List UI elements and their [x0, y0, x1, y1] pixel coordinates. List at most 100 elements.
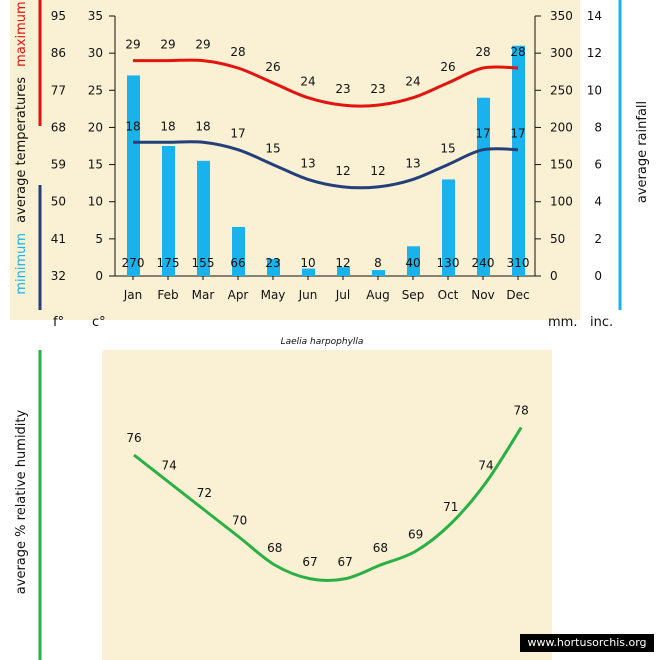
minimum-value-label: 17: [230, 127, 245, 141]
rainfall-bar: [162, 146, 175, 276]
humidity-value-label: 67: [302, 555, 317, 569]
data-labels: 270 175 155 66 23 10 12 8 40 130 240 310 29 29 29 28 26 2…: [122, 38, 530, 270]
inch-tick-label: 2: [594, 232, 602, 246]
mm-unit: mm.: [548, 315, 577, 330]
rainfall-bar: [337, 267, 350, 276]
celsius-tick-label: 25: [88, 83, 103, 97]
fahrenheit-tick-label: 86: [51, 46, 66, 60]
month-label: Jan: [123, 288, 143, 302]
species-name: Laelia harpophylla: [281, 337, 364, 347]
minimum-value-label: 13: [405, 156, 420, 170]
celsius-unit: c°: [92, 315, 106, 330]
humidity-panel: [102, 350, 552, 660]
rainfall-bar: [267, 258, 280, 276]
fahrenheit-tick-label: 41: [51, 232, 66, 246]
maximum-value-label: 24: [405, 75, 420, 89]
minimum-value-label: 17: [475, 127, 490, 141]
humidity-line: [133, 426, 523, 582]
rainfall-bar: [512, 45, 525, 276]
inches-unit: inc.: [590, 315, 613, 330]
celsius-tick-label: 20: [88, 120, 103, 134]
fahrenheit-tick-label: 59: [51, 158, 66, 172]
celsius-tick-label: 35: [88, 9, 103, 23]
maximum-temperature-line: [133, 58, 519, 108]
humidity-value-label: 76: [126, 431, 141, 445]
rainfall-value-label: 40: [405, 256, 420, 270]
rainfall-value-label: 310: [507, 256, 530, 270]
humidity-value-label: 71: [443, 500, 458, 514]
rainfall-value-label: 155: [192, 256, 215, 270]
maximum-value-label: 29: [160, 38, 175, 52]
maximum-value-label: 28: [230, 45, 245, 59]
fahrenheit-tick-label: 77: [51, 83, 66, 97]
minimum-word: minimum: [14, 233, 29, 295]
humidity-value-label: 74: [162, 459, 177, 473]
fahrenheit-tick-label: 95: [51, 9, 66, 23]
celsius-tick-label: 30: [88, 46, 103, 60]
inch-tick-label: 4: [594, 195, 602, 209]
rainfall-bar: [477, 97, 490, 276]
fahrenheit-tick-label: 32: [51, 269, 66, 283]
humidity-value-label: 74: [478, 459, 493, 473]
temperature-axis-title: minimum average temperatures maximum: [14, 1, 29, 294]
minimum-value-label: 17: [510, 127, 525, 141]
humidity-value-label: 68: [267, 541, 282, 555]
minimum-value-label: 12: [370, 164, 385, 178]
maximum-value-label: 26: [440, 60, 455, 74]
celsius-tick-label: 0: [95, 269, 103, 283]
minimum-value-label: 18: [125, 119, 140, 133]
rainfall-bar: [407, 246, 420, 276]
mm-tick-label: 50: [550, 232, 565, 246]
maximum-value-label: 23: [335, 82, 350, 96]
mm-tick-label: 100: [550, 195, 573, 209]
month-label: Oct: [438, 288, 459, 302]
rainfall-value-label: 10: [300, 256, 315, 270]
rainfall-bar: [197, 160, 210, 276]
month-label: Feb: [157, 288, 178, 302]
minimum-value-label: 15: [440, 142, 455, 156]
celsius-tick-label: 10: [88, 195, 103, 209]
month-label: Apr: [228, 288, 249, 302]
minimum-value-label: 12: [335, 164, 350, 178]
humidity-value-label: 68: [373, 541, 388, 555]
rainfall-axis-title: average rainfall: [635, 101, 650, 203]
minimum-value-label: 15: [265, 142, 280, 156]
minimum-temperature-line: [133, 140, 519, 190]
rainfall-value-label: 270: [122, 256, 145, 270]
rainfall-bar: [302, 268, 315, 276]
rainfall-value-label: 240: [472, 256, 495, 270]
rainfall-bar: [232, 226, 245, 276]
humidity-value-label: 70: [232, 514, 247, 528]
inch-tick-label: 10: [587, 83, 602, 97]
humidity-axis-title: average % relative humidity: [14, 409, 29, 594]
celsius-tick-label: 15: [88, 158, 103, 172]
celsius-tick-label: 5: [95, 232, 103, 246]
rainfall-bars: [127, 45, 525, 276]
month-label: Nov: [471, 288, 494, 302]
maximum-value-label: 29: [125, 38, 140, 52]
mm-tick-label: 250: [550, 83, 573, 97]
humidity-series: 76 74 72 70 68 67 67 68 69 71 74 78: [126, 404, 529, 582]
minimum-value-label: 13: [300, 156, 315, 170]
humidity-value-label: 67: [338, 555, 353, 569]
fahrenheit-tick-label: 50: [51, 195, 66, 209]
humidity-value-label: 72: [197, 486, 212, 500]
rainfall-bar: [442, 179, 455, 276]
month-label: Mar: [192, 288, 215, 302]
month-label: Jul: [335, 288, 350, 302]
maximum-value-label: 28: [475, 45, 490, 59]
mm-tick-label: 200: [550, 120, 573, 134]
rainfall-bar: [127, 75, 140, 276]
maximum-value-label: 28: [510, 45, 525, 59]
mm-tick-label: 350: [550, 9, 573, 23]
rainfall-value-label: 66: [230, 256, 245, 270]
rainfall-bar: [372, 270, 385, 276]
fahrenheit-tick-label: 68: [51, 120, 66, 134]
temperature-lines: [133, 58, 519, 190]
mm-tick-label: 300: [550, 46, 573, 60]
inch-tick-label: 12: [587, 46, 602, 60]
humidity-value-label: 78: [514, 404, 529, 418]
rainfall-value-label: 130: [437, 256, 460, 270]
maximum-value-label: 23: [370, 82, 385, 96]
